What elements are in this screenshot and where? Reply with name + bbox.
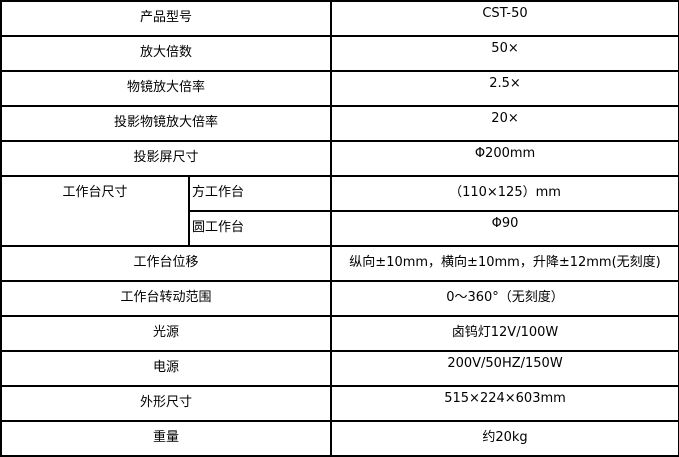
table-row: 工作台转动范围 0～360°（无刻度） [0, 280, 679, 317]
table-row: 电源 200V/50HZ/150W [0, 350, 679, 387]
spec-value: 50× [330, 35, 679, 72]
spec-label: 工作台位移 [0, 245, 333, 282]
table-row: 投影物镜放大倍率 20× [0, 105, 679, 142]
spec-label: 投影物镜放大倍率 [0, 105, 333, 142]
table-row: 圆工作台 Φ90 [1, 210, 679, 247]
table-row: 工作台位移 纵向±10mm，横向±10mm，升降±12mm(无刻度) [0, 245, 679, 282]
spec-value: 卤钨灯12V/100W [330, 315, 679, 352]
table-row: 工作台尺寸 方工作台 （110×125）mm [0, 175, 679, 247]
stage-size-label: 工作台尺寸 [0, 175, 190, 247]
table-row: 重量 约20kg [0, 420, 679, 457]
table-row: 外形尺寸 515×224×603mm [0, 385, 679, 422]
spec-label: 外形尺寸 [0, 385, 333, 422]
table-row: 投影屏尺寸 Φ200mm [0, 140, 679, 177]
spec-label: 放大倍数 [0, 35, 333, 72]
table-row: 产品型号 CST-50 [0, 0, 679, 37]
round-stage-label: 圆工作台 [187, 210, 333, 247]
spec-label: 产品型号 [0, 0, 333, 37]
square-stage-value: （110×125）mm [330, 175, 679, 212]
spec-label: 重量 [0, 420, 333, 457]
round-stage-value: Φ90 [330, 210, 679, 247]
spec-label: 投影屏尺寸 [0, 140, 333, 177]
spec-label: 物镜放大倍率 [0, 70, 333, 107]
spec-value: 2.5× [330, 70, 679, 107]
spec-label: 电源 [0, 350, 333, 387]
table-row: 光源 卤钨灯12V/100W [0, 315, 679, 352]
spec-value: 纵向±10mm，横向±10mm，升降±12mm(无刻度) [330, 245, 679, 282]
square-stage-label: 方工作台 [187, 175, 333, 212]
spec-value: 20× [330, 105, 679, 142]
table-row: 物镜放大倍率 2.5× [0, 70, 679, 107]
table-row: 放大倍数 50× [0, 35, 679, 72]
spec-label: 工作台转动范围 [0, 280, 333, 317]
spec-value: 约20kg [330, 420, 679, 457]
spec-value: 200V/50HZ/150W [330, 350, 679, 387]
spec-value: 0～360°（无刻度） [330, 280, 679, 317]
spec-value: Φ200mm [330, 140, 679, 177]
spec-label: 光源 [0, 315, 333, 352]
spec-value: 515×224×603mm [330, 385, 679, 422]
spec-value: CST-50 [330, 0, 679, 37]
